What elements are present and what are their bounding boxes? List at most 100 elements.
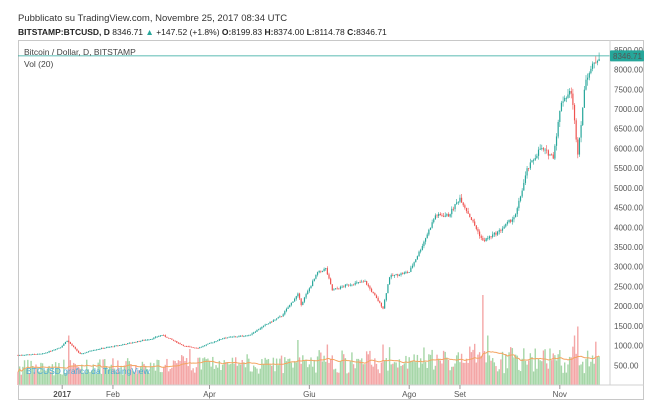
volume-bar bbox=[388, 347, 391, 385]
volume-bar bbox=[387, 370, 389, 385]
candle-body bbox=[406, 272, 409, 273]
volume-bar bbox=[36, 367, 39, 385]
candle-body bbox=[593, 62, 595, 64]
volume-bar bbox=[131, 370, 134, 385]
volume-bar bbox=[184, 361, 186, 385]
volume-bar bbox=[243, 362, 245, 385]
candle-body bbox=[483, 240, 486, 242]
volume-bar bbox=[408, 357, 410, 385]
volume-bar bbox=[429, 354, 432, 385]
volume-bar bbox=[216, 367, 219, 385]
volume-bar bbox=[27, 359, 29, 385]
chart-frame[interactable] bbox=[18, 40, 644, 400]
volume-bar bbox=[528, 360, 530, 385]
volume-bar bbox=[403, 363, 406, 385]
volume-bar bbox=[176, 363, 178, 385]
candle-body bbox=[127, 343, 129, 345]
volume-bar bbox=[393, 362, 396, 385]
candle-body bbox=[25, 354, 27, 356]
volume-bar bbox=[344, 358, 347, 385]
volume-bar bbox=[385, 358, 387, 385]
y-tick-label: 1500.00 bbox=[614, 322, 643, 331]
volume-bar bbox=[174, 360, 176, 385]
volume-bar bbox=[230, 363, 232, 385]
volume-bar bbox=[153, 363, 155, 385]
candle-body bbox=[555, 136, 558, 146]
x-tick-label: Ago bbox=[402, 390, 417, 399]
volume-bar bbox=[555, 360, 558, 385]
close-label: C: bbox=[347, 27, 357, 37]
candle-body bbox=[164, 335, 166, 337]
candle-body bbox=[444, 215, 446, 217]
candle-body bbox=[43, 353, 45, 355]
candle-body bbox=[562, 101, 564, 103]
candle-body bbox=[570, 91, 572, 94]
candle-body bbox=[123, 344, 125, 345]
x-tick-label: Apr bbox=[203, 390, 216, 399]
candle-body bbox=[289, 304, 291, 308]
volume-ma-line bbox=[17, 351, 600, 373]
candle-body bbox=[370, 288, 373, 292]
candle-body bbox=[195, 347, 198, 349]
volume-bar bbox=[473, 343, 476, 385]
candle-body bbox=[495, 232, 497, 235]
candle-body bbox=[361, 281, 363, 283]
time-axis[interactable]: 2017 Feb Apr Giu Ago Set Nov bbox=[53, 385, 567, 399]
volume-bar bbox=[89, 372, 91, 385]
candle-body bbox=[190, 346, 193, 348]
candle-body bbox=[305, 294, 307, 298]
volume-bar bbox=[424, 361, 427, 385]
volume-bar bbox=[18, 366, 21, 385]
candle-body bbox=[533, 159, 535, 161]
candle-body bbox=[549, 154, 551, 156]
candle-body bbox=[233, 336, 235, 338]
candle-body bbox=[493, 232, 495, 235]
volume-bar bbox=[231, 357, 234, 385]
candle-body bbox=[184, 345, 186, 347]
volume-bar bbox=[505, 354, 507, 385]
candle-body bbox=[176, 341, 178, 343]
candle-body bbox=[256, 329, 258, 332]
candle-body bbox=[565, 97, 567, 99]
volume-bar bbox=[159, 372, 162, 385]
candle-body bbox=[208, 343, 211, 344]
candle-body bbox=[200, 346, 202, 348]
volume-bar bbox=[269, 364, 271, 385]
price-axis[interactable]: 500.00 1000.00 1500.00 2000.00 2500.00 3000.0… bbox=[614, 46, 643, 370]
volume-bar bbox=[130, 364, 132, 385]
volume-bar bbox=[25, 369, 27, 385]
volume-bar bbox=[518, 369, 520, 385]
volume-bar bbox=[506, 368, 509, 385]
candle-body bbox=[500, 230, 502, 231]
volume-bar bbox=[316, 356, 319, 385]
volume-bar bbox=[140, 366, 142, 385]
volume-bar bbox=[331, 355, 333, 385]
volume-bar bbox=[357, 358, 360, 385]
volume-bar bbox=[588, 366, 590, 385]
candle-body bbox=[45, 352, 47, 354]
candle-body bbox=[294, 298, 296, 302]
volume-bar bbox=[534, 348, 536, 385]
volume-bar bbox=[454, 363, 456, 385]
candle-body bbox=[272, 320, 274, 322]
candle-body bbox=[398, 275, 400, 276]
volume-bar bbox=[575, 353, 577, 385]
volume-bar bbox=[390, 364, 392, 385]
candle-body bbox=[480, 236, 482, 238]
candle-body bbox=[323, 268, 325, 272]
candle-body bbox=[41, 353, 44, 355]
close-value: 8346.71 bbox=[356, 27, 387, 37]
candle-body bbox=[161, 335, 163, 336]
candle-body bbox=[482, 237, 484, 241]
x-tick-label: 2017 bbox=[53, 390, 71, 399]
volume-bar bbox=[284, 357, 286, 385]
volume-bar bbox=[167, 371, 170, 385]
volume-bar bbox=[549, 348, 551, 385]
candle-body bbox=[105, 347, 107, 349]
candle-body bbox=[498, 230, 500, 232]
volume-bar bbox=[221, 364, 224, 385]
candle-body bbox=[598, 58, 600, 62]
candle-body bbox=[22, 354, 24, 356]
volume-bar bbox=[33, 372, 36, 385]
